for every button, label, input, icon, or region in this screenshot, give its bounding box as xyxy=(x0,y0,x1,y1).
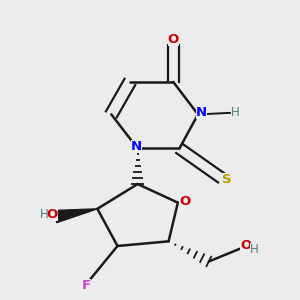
Text: N: N xyxy=(130,140,142,153)
Text: O: O xyxy=(240,238,252,251)
Text: H: H xyxy=(39,208,48,220)
Polygon shape xyxy=(54,209,98,223)
Text: S: S xyxy=(222,173,232,186)
Text: O: O xyxy=(179,195,190,208)
Text: H: H xyxy=(250,243,259,256)
Text: N: N xyxy=(196,106,207,119)
Text: H: H xyxy=(231,106,239,119)
Text: O: O xyxy=(168,33,179,46)
Text: F: F xyxy=(82,279,91,292)
Text: O: O xyxy=(47,208,58,220)
